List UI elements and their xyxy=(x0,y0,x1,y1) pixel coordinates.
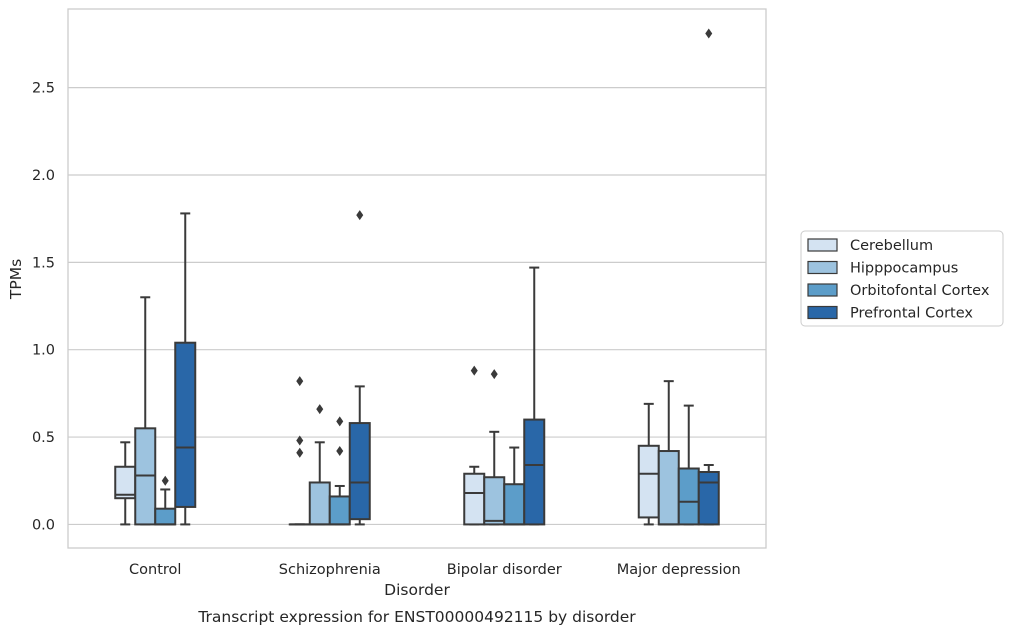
y-axis-label: TPMs xyxy=(7,259,25,300)
box xyxy=(328,495,351,526)
y-tick-label: 2.5 xyxy=(32,81,55,97)
x-tick-label: Bipolar disorder xyxy=(447,562,562,578)
legend-swatch xyxy=(807,260,838,275)
x-tick-label: Schizophrenia xyxy=(279,562,381,578)
box xyxy=(154,507,177,526)
box-group xyxy=(657,380,680,526)
box xyxy=(114,465,137,500)
legend-label: Cerebellum xyxy=(850,238,933,254)
boxes xyxy=(114,28,720,526)
box-group xyxy=(154,475,177,526)
legend-label: Hipppocampus xyxy=(850,261,958,277)
box xyxy=(637,444,660,519)
box-group xyxy=(308,404,331,526)
legend-swatch xyxy=(807,238,838,252)
box xyxy=(503,483,526,526)
box-group xyxy=(348,210,371,526)
outlier-point xyxy=(296,376,304,387)
box-group xyxy=(328,416,351,526)
box-group xyxy=(523,266,546,526)
box-group xyxy=(677,404,700,526)
legend-label: Orbitofontal Cortex xyxy=(850,283,990,299)
outlier-point xyxy=(296,447,304,458)
box-group xyxy=(637,402,660,526)
x-axis-label: Disorder xyxy=(384,581,450,599)
box-group xyxy=(174,212,197,526)
legend-swatch xyxy=(807,305,838,320)
box xyxy=(677,467,700,526)
box-group xyxy=(134,296,157,526)
outlier-point xyxy=(470,365,478,376)
outlier-point xyxy=(336,446,344,457)
legend-frame xyxy=(800,230,1004,327)
box xyxy=(523,418,546,526)
y-tick-label: 1.0 xyxy=(32,343,55,359)
x-tick-label: Major depression xyxy=(617,562,741,578)
box-group xyxy=(288,376,311,526)
legend-label: Prefrontal Cortex xyxy=(850,306,973,322)
outlier-point xyxy=(356,210,364,221)
box xyxy=(483,476,506,526)
legend-swatch xyxy=(807,283,838,297)
outlier-point xyxy=(490,369,498,380)
box-group xyxy=(483,369,506,526)
outlier-point xyxy=(336,416,344,427)
outlier-point xyxy=(296,435,304,446)
outlier-point xyxy=(161,475,169,486)
box xyxy=(174,341,197,508)
y-tick-label: 1.5 xyxy=(32,255,55,271)
outlier-point xyxy=(705,28,713,39)
y-tick-labels: 0.0 0.5 1.0 1.5 2.0 2.5 xyxy=(32,81,55,534)
x-tick-label: Control xyxy=(129,562,181,578)
y-tick-label: 0.5 xyxy=(32,430,55,446)
box xyxy=(308,481,331,526)
plot-frame xyxy=(67,8,767,549)
box xyxy=(657,450,680,526)
box-group xyxy=(114,441,137,526)
legend-items: Cerebellum Hipppocampus Orbitofontal Corte… xyxy=(807,238,990,322)
box-group xyxy=(503,446,526,526)
y-tick-label: 0.0 xyxy=(32,517,55,533)
box xyxy=(463,472,486,526)
chart-caption: Transcript expression for ENST0000049211… xyxy=(197,608,636,626)
legend: Cerebellum Hipppocampus Orbitofontal Corte… xyxy=(800,230,1004,327)
box xyxy=(348,422,371,521)
x-tick-labels: Control Schizophrenia Bipolar disorder Majo… xyxy=(129,562,741,578)
y-tick-label: 2.0 xyxy=(32,168,55,184)
box-group xyxy=(697,28,720,526)
box xyxy=(697,470,720,526)
outlier-point xyxy=(316,404,324,415)
box-group xyxy=(463,365,486,526)
